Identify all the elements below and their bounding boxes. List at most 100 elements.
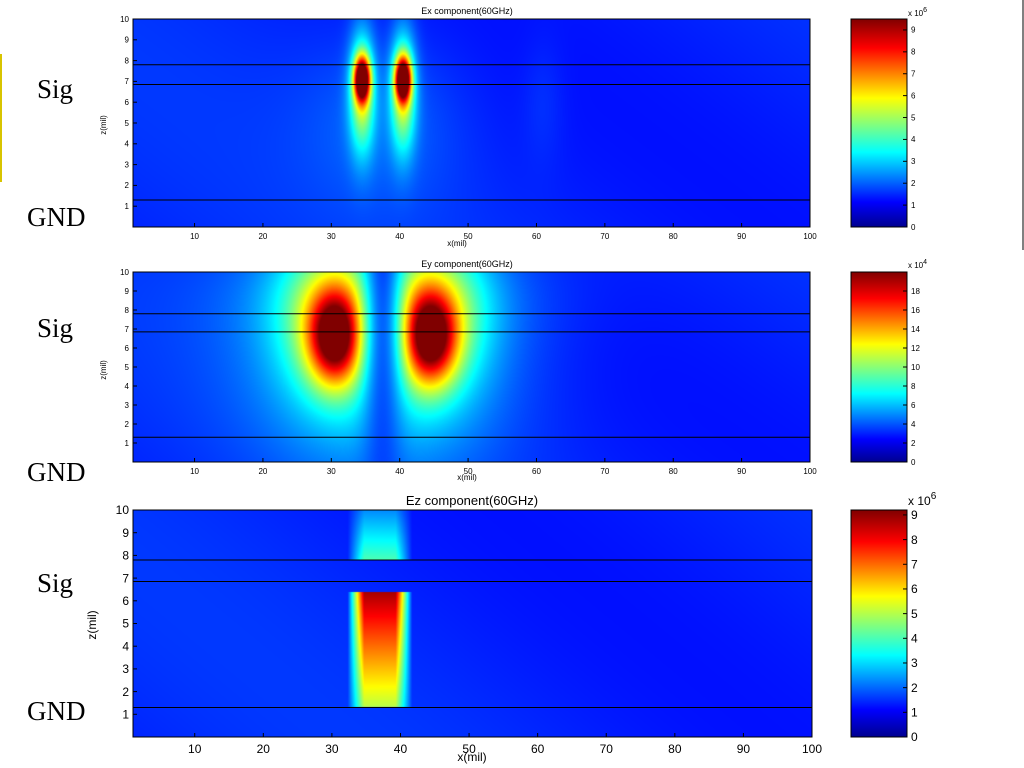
y-tick-label: 2 bbox=[122, 685, 129, 699]
colorbar-tick-label: 3 bbox=[911, 157, 916, 166]
x-tick-label: 50 bbox=[464, 232, 473, 241]
y-tick-label: 5 bbox=[125, 119, 130, 128]
y-tick-label: 9 bbox=[125, 287, 130, 296]
y-tick-label: 10 bbox=[120, 15, 129, 24]
gnd-label: GND bbox=[27, 696, 86, 726]
y-tick-label: 3 bbox=[125, 401, 130, 410]
gnd-label: GND bbox=[27, 457, 86, 487]
colorbar-ticks: 0 1 2 3 4 5 6 7 8 9 bbox=[903, 26, 916, 232]
x-tick-label: 70 bbox=[600, 742, 614, 756]
x-tick-label: 80 bbox=[669, 232, 678, 241]
colorbar-tick-label: 4 bbox=[911, 135, 916, 144]
colorbar-tick-label: 0 bbox=[911, 730, 918, 744]
colorbar-exponent: x 106 bbox=[908, 7, 927, 18]
y-tick-label: 10 bbox=[116, 503, 130, 517]
x-tick-label: 80 bbox=[669, 467, 678, 476]
chart-title: Ez component(60GHz) bbox=[406, 493, 538, 508]
colorbar-tick-label: 10 bbox=[911, 363, 920, 372]
y-ticks: 1 2 3 4 5 6 7 8 9 10 bbox=[116, 503, 137, 722]
colorbar-tick-label: 6 bbox=[911, 582, 918, 596]
x-axis-label: x(mil) bbox=[457, 473, 477, 482]
x-tick-label: 50 bbox=[462, 742, 476, 756]
y-tick-label: 5 bbox=[125, 363, 130, 372]
colorbar-tick-label: 16 bbox=[911, 306, 920, 315]
colorbar-tick-label: 18 bbox=[911, 287, 920, 296]
x-tick-label: 100 bbox=[803, 232, 817, 241]
x-tick-label: 60 bbox=[532, 467, 541, 476]
colorbar-tick-label: 4 bbox=[911, 632, 918, 646]
y-tick-label: 1 bbox=[125, 439, 130, 448]
y-tick-label: 8 bbox=[122, 549, 129, 563]
heatmap-plot bbox=[133, 272, 810, 462]
colorbar-tick-label: 8 bbox=[911, 382, 916, 391]
y-tick-label: 1 bbox=[125, 202, 130, 211]
x-tick-label: 20 bbox=[258, 232, 267, 241]
colorbar-tick-label: 14 bbox=[911, 325, 920, 334]
y-tick-label: 1 bbox=[122, 708, 129, 722]
y-tick-label: 6 bbox=[125, 344, 130, 353]
colorbar-tick-label: 3 bbox=[911, 656, 918, 670]
y-tick-label: 9 bbox=[122, 526, 129, 540]
x-tick-label: 80 bbox=[668, 742, 682, 756]
colorbar-tick-label: 2 bbox=[911, 439, 916, 448]
x-tick-label: 20 bbox=[258, 467, 267, 476]
x-tick-label: 30 bbox=[325, 742, 339, 756]
colorbar-tick-label: 0 bbox=[911, 458, 916, 467]
colorbar-tick-label: 6 bbox=[911, 401, 916, 410]
y-tick-label: 8 bbox=[125, 56, 130, 65]
x-tick-label: 10 bbox=[188, 742, 202, 756]
y-tick-label: 2 bbox=[125, 181, 130, 190]
y-ticks: 1 2 3 4 5 6 7 8 9 10 bbox=[120, 15, 137, 211]
colorbar-ticks: 0 2 4 6 8 10 12 14 16 18 bbox=[903, 287, 920, 467]
heatmap-plot bbox=[133, 19, 810, 227]
y-tick-label: 9 bbox=[125, 36, 130, 45]
colorbar-tick-label: 7 bbox=[911, 557, 918, 571]
heatmap-plot bbox=[133, 510, 812, 737]
x-tick-label: 90 bbox=[737, 742, 751, 756]
colorbar-ticks: 0 1 2 3 4 5 6 7 8 9 bbox=[903, 508, 918, 744]
y-tick-label: 4 bbox=[125, 140, 130, 149]
layer-lines bbox=[133, 313, 810, 438]
colorbar-tick-label: 0 bbox=[911, 223, 916, 232]
y-tick-label: 6 bbox=[122, 594, 129, 608]
sig-label: Sig bbox=[37, 568, 73, 598]
sig-label: Sig bbox=[37, 313, 73, 343]
y-tick-label: 4 bbox=[122, 639, 129, 653]
x-ticks: 10 20 30 40 50 60 70 80 90 100 bbox=[188, 733, 822, 756]
colorbar-tick-label: 2 bbox=[911, 681, 918, 695]
colorbar-tick-label: 8 bbox=[911, 533, 918, 547]
x-tick-label: 100 bbox=[803, 467, 817, 476]
layer-lines bbox=[133, 559, 812, 708]
x-tick-label: 40 bbox=[395, 467, 404, 476]
x-tick-label: 100 bbox=[802, 742, 822, 756]
colorbar-tick-label: 1 bbox=[911, 706, 918, 720]
x-tick-label: 10 bbox=[190, 232, 199, 241]
colorbar-tick-label: 1 bbox=[911, 201, 916, 210]
y-tick-label: 10 bbox=[120, 268, 129, 277]
x-tick-label: 90 bbox=[737, 232, 746, 241]
colorbar-tick-label: 12 bbox=[911, 344, 920, 353]
x-tick-label: 60 bbox=[532, 232, 541, 241]
y-tick-label: 7 bbox=[122, 571, 129, 585]
gnd-label: GND bbox=[27, 202, 86, 232]
colorbar bbox=[850, 271, 908, 463]
x-tick-label: 30 bbox=[327, 467, 336, 476]
x-tick-label: 90 bbox=[737, 467, 746, 476]
colorbar-tick-label: 9 bbox=[911, 508, 918, 522]
layer-lines bbox=[133, 64, 810, 201]
y-tick-label: 4 bbox=[125, 382, 130, 391]
y-tick-label: 3 bbox=[125, 160, 130, 169]
colorbar bbox=[850, 509, 908, 738]
x-tick-label: 60 bbox=[531, 742, 545, 756]
y-tick-label: 8 bbox=[125, 306, 130, 315]
colorbar-tick-label: 5 bbox=[911, 607, 918, 621]
x-axis-label: x(mil) bbox=[457, 750, 486, 764]
colorbar-exponent: x 106 bbox=[908, 491, 937, 508]
y-axis-label: z(mil) bbox=[85, 610, 99, 639]
sig-label: Sig bbox=[37, 74, 73, 104]
x-ticks: 10 20 30 40 50 60 70 80 90 100 bbox=[190, 458, 817, 476]
y-tick-label: 2 bbox=[125, 420, 130, 429]
